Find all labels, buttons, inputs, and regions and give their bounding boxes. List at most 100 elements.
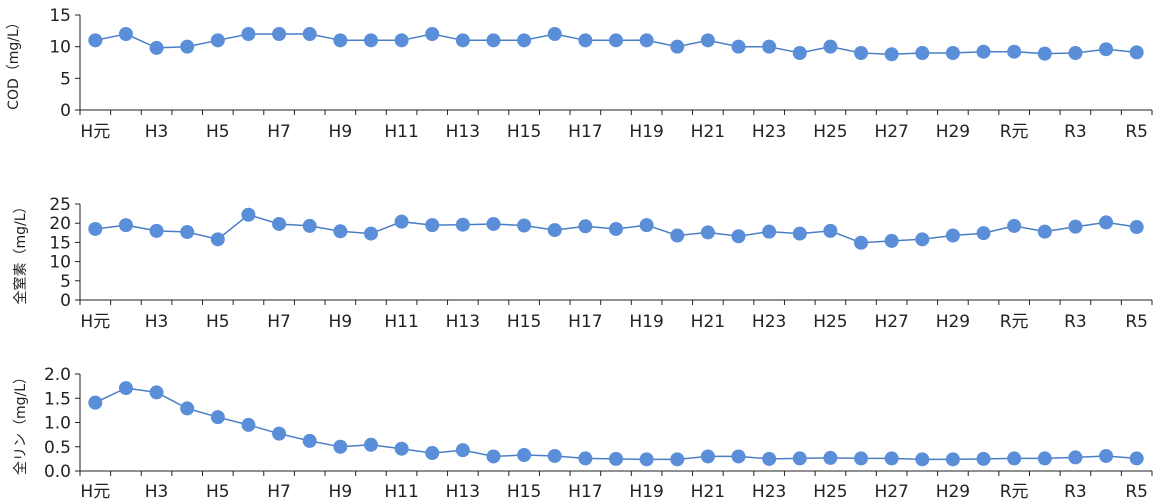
chart-2-x-tick-label: H25: [813, 312, 847, 332]
chart-3-data-point: [1068, 450, 1083, 465]
chart-2-x-tick-label: R元: [1000, 312, 1029, 332]
chart-1-x-tick-label: H7: [267, 122, 291, 142]
chart-1-data-point: [976, 44, 991, 59]
chart-2-x-tick-label: H元: [80, 312, 110, 332]
chart-3-y-tick-label: 0.5: [44, 438, 71, 458]
chart-1-y-tick-label: 15: [49, 6, 71, 26]
chart-2-x-tick-label: H27: [874, 312, 908, 332]
chart-1-data-point: [639, 33, 654, 48]
chart-3-data-point: [547, 448, 562, 463]
chart-1-data-point: [394, 33, 409, 48]
chart-1-data-point: [609, 33, 623, 48]
chart-3-x-tick-label: H9: [329, 482, 353, 502]
chart-1-data-point: [762, 39, 777, 54]
chart-3-x-tick-label: H25: [813, 482, 847, 502]
chart-3-x-tick-label: R元: [1000, 482, 1029, 502]
chart-1-data-point: [272, 27, 287, 41]
chart-2-data-point: [425, 218, 440, 233]
chart-3-data-point: [394, 441, 409, 456]
chart-3-x-tick-label: R3: [1064, 482, 1087, 502]
chart-1-data-point: [88, 33, 103, 48]
chart-1-x-tick-label: H27: [874, 122, 908, 142]
chart-2-data-point: [210, 232, 225, 247]
chart-2-data-point: [823, 223, 838, 238]
chart-3-data-point: [854, 451, 869, 466]
chart-3-data-point: [210, 410, 225, 425]
chart-3-x-tick-label: H23: [752, 482, 786, 502]
chart-2-y-tick-label: 25: [49, 195, 71, 215]
chart-1-data-point: [180, 39, 195, 54]
chart-3-x-tick-label: H13: [446, 482, 480, 502]
chart-1-x-tick-label: H3: [145, 122, 169, 142]
chart-3-x-tick-label: H元: [80, 482, 110, 502]
chart-1-x-tick-label: H9: [329, 122, 353, 142]
chart-2-data-point: [915, 232, 930, 247]
chart-1-x-tick-label: H29: [936, 122, 970, 142]
chart-2-data-point: [1007, 218, 1022, 233]
chart-3-x-tick-label: H11: [384, 482, 418, 502]
chart-3-data-point: [639, 452, 654, 467]
chart-1-y-axis-title: COD（mg/L）: [6, 15, 22, 110]
chart-2-data-point: [1068, 219, 1083, 234]
chart-1-data-point: [1129, 45, 1144, 60]
chart-2-data-point: [517, 218, 532, 233]
chart-1-data-point: [823, 39, 838, 54]
chart-1-data-point: [118, 27, 133, 41]
chart-3-y-tick-label: 0.0: [44, 462, 71, 482]
chart-3-x-tick-label: H27: [874, 482, 908, 502]
chart-1-x-tick-label: H11: [384, 122, 418, 142]
chart-3-data-point: [118, 381, 133, 396]
chart-2-data-point: [118, 218, 133, 233]
chart-1-data-point: [578, 33, 593, 48]
chart-3-data-point: [455, 443, 470, 458]
chart-2-data-point: [333, 224, 348, 239]
chart-2-x-tick-label: H15: [507, 312, 541, 332]
chart-1-data-point: [363, 33, 378, 48]
chart-3-data-point: [88, 395, 103, 410]
chart-2-data-point: [363, 226, 378, 241]
chart-2-data-point: [547, 223, 562, 238]
chart-3-data-point: [792, 451, 807, 466]
chart-3-data-point: [700, 449, 715, 464]
chart-1-data-point: [884, 47, 899, 62]
chart-2-data-point: [302, 218, 317, 233]
chart-2-x-tick-label: H17: [568, 312, 602, 332]
chart-2-data-point: [1099, 215, 1114, 230]
chart-2-y-tick-label: 10: [49, 253, 71, 273]
chart-1-data-point: [241, 27, 256, 41]
chart-1-data-point: [149, 40, 164, 55]
chart-2-data-point: [578, 219, 593, 234]
chart-2-data-point: [670, 228, 685, 243]
chart-3-x-tick-label: R5: [1125, 482, 1148, 502]
chart-2-data-point: [700, 225, 715, 240]
chart-3-data-point: [945, 452, 960, 467]
chart-2-data-point: [241, 207, 256, 222]
chart-1-data-point: [945, 46, 960, 60]
chart-2-x-tick-label: H23: [752, 312, 786, 332]
chart-1-x-tick-label: H13: [446, 122, 480, 142]
chart-2-x-tick-label: H7: [267, 312, 291, 332]
chart-2-data-point: [762, 224, 777, 239]
chart-2-data-point: [88, 221, 103, 236]
chart-1-x-tick-label: H23: [752, 122, 786, 142]
chart-2-data-point: [945, 228, 960, 243]
chart-3-data-point: [517, 447, 532, 462]
chart-1-data-point: [547, 27, 562, 41]
chart-2-x-tick-label: H19: [629, 312, 663, 332]
chart-3-data-point: [762, 451, 777, 466]
chart-1-x-tick-label: R5: [1125, 122, 1148, 142]
chart-1-data-point: [700, 33, 715, 48]
chart-2-x-tick-label: H9: [329, 312, 353, 332]
chart-3-data-point: [670, 452, 685, 467]
chart-1-x-tick-label: R元: [1000, 122, 1029, 142]
chart-2-x-tick-label: H29: [936, 312, 970, 332]
chart-1-data-point: [1099, 42, 1114, 57]
chart-1-y-tick-label: 10: [49, 38, 71, 58]
chart-3-x-tick-label: H5: [206, 482, 230, 502]
chart-2-data-point: [731, 229, 746, 244]
chart-3-data-point: [1099, 448, 1114, 463]
chart-3-y-tick-label: 2.0: [44, 365, 71, 385]
chart-1-data-point: [455, 33, 470, 48]
chart-3-data-point: [823, 450, 838, 465]
chart-2-data-point: [486, 216, 501, 231]
